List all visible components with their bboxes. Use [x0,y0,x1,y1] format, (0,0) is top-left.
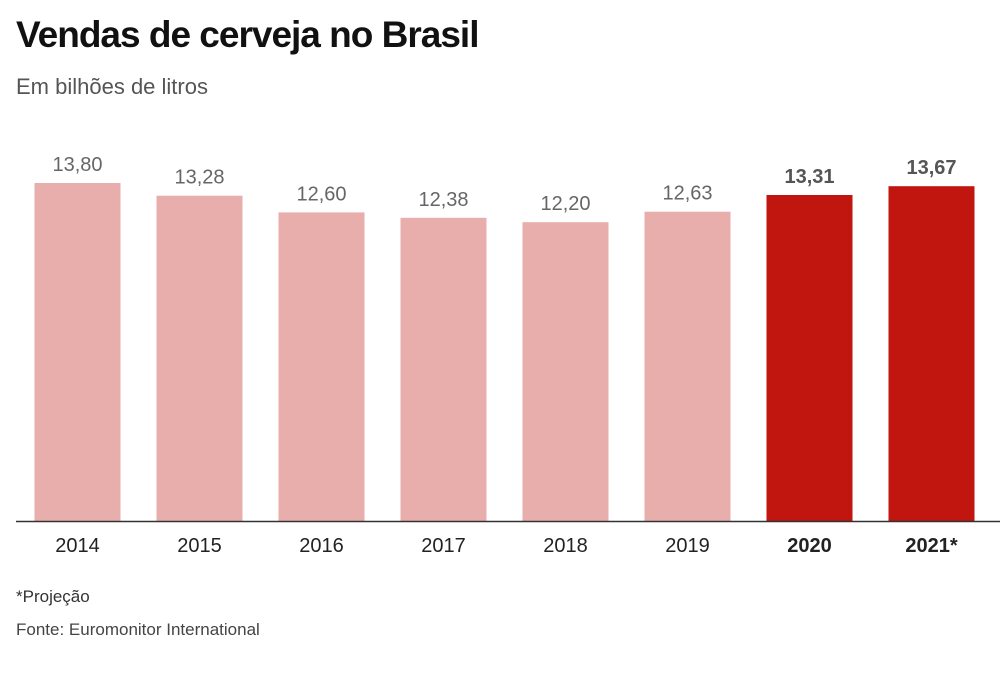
x-tick-label-2019: 2019 [665,535,710,557]
x-tick-label-2014: 2014 [55,535,100,557]
value-label-2017: 12,38 [418,189,468,211]
value-label-2015: 13,28 [174,167,224,189]
value-label-2016: 12,60 [296,183,346,205]
bar-2015 [156,195,243,521]
bar-2016 [278,212,365,521]
chart-subtitle: Em bilhões de litros [16,74,208,99]
bar-2014 [34,183,121,521]
value-label-2020: 13,31 [784,166,834,188]
chart-title: Vendas de cerveja no Brasil [16,14,479,55]
value-label-2014: 13,80 [52,154,102,176]
bar-2021 [888,186,975,521]
x-tick-label-2020: 2020 [787,535,832,557]
x-tick-label-2018: 2018 [543,535,588,557]
value-label-2018: 12,20 [540,193,590,215]
footnote: *Projeção [16,587,90,606]
bar-2019 [644,211,731,521]
source-credit: Fonte: Euromonitor International [16,620,260,639]
x-tick-label-2017: 2017 [421,535,466,557]
value-label-2021: 13,67 [906,157,956,179]
bar-2020 [766,195,853,521]
x-tick-label-2021: 2021* [905,535,957,557]
x-tick-label-2015: 2015 [177,535,222,557]
value-label-2019: 12,63 [662,183,712,205]
bar-2017 [400,217,487,522]
x-tick-label-2016: 2016 [299,535,344,557]
bar-2018 [522,222,609,521]
